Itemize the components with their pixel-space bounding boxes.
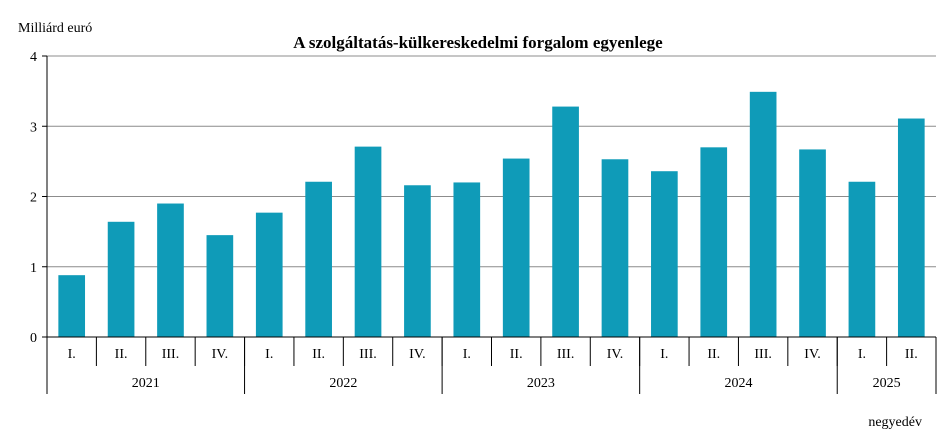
- bar: [157, 203, 184, 337]
- y-tick-label: 2: [30, 191, 37, 206]
- bars: [58, 91, 925, 338]
- x-category-label: I.: [265, 347, 273, 362]
- x-group-label: 2025: [873, 376, 901, 391]
- bar: [305, 181, 332, 337]
- bar: [107, 221, 135, 337]
- bar: [502, 158, 530, 337]
- x-category-label: II.: [707, 347, 720, 362]
- x-category-label: II.: [905, 347, 918, 362]
- x-group-label: 2021: [132, 376, 160, 391]
- x-category-label: II.: [510, 347, 523, 362]
- bar: [255, 212, 283, 337]
- x-category-label: IV.: [212, 347, 228, 362]
- bar: [453, 182, 481, 337]
- bar: [552, 106, 579, 337]
- bar: [651, 171, 678, 337]
- bar: [206, 235, 234, 337]
- axes: [42, 55, 937, 394]
- x-category-label: I.: [660, 347, 668, 362]
- bar: [897, 118, 925, 338]
- y-tick-label: 1: [30, 261, 37, 276]
- bar: [354, 146, 382, 337]
- x-category-label: I.: [463, 347, 471, 362]
- x-category-label: III.: [557, 347, 575, 362]
- y-tick-label: 3: [30, 120, 37, 135]
- x-category-label: IV.: [804, 347, 820, 362]
- y-tick-label: 4: [30, 50, 37, 65]
- y-axis-title: Milliárd euró: [18, 21, 92, 36]
- bar: [58, 275, 86, 337]
- x-category-label: III.: [359, 347, 377, 362]
- axis-labels: 0 1 2 3 4 I. II. III. IV. I. II. III. IV. I. II. III. IV…: [30, 50, 918, 391]
- x-group-label: 2022: [329, 376, 357, 391]
- gridlines: [47, 55, 936, 268]
- x-category-label: IV.: [409, 347, 425, 362]
- x-group-label: 2024: [724, 376, 752, 391]
- x-axis-title: negyedév: [868, 415, 922, 430]
- x-category-label: III.: [754, 347, 772, 362]
- x-category-label: I.: [68, 347, 76, 362]
- x-category-label: I.: [858, 347, 866, 362]
- bar: [404, 185, 431, 337]
- bar: [700, 147, 728, 337]
- x-category-label: III.: [162, 347, 180, 362]
- x-category-label: II.: [312, 347, 325, 362]
- bar: [601, 159, 629, 337]
- bar: [848, 181, 876, 337]
- chart-title: A szolgáltatás-külkereskedelmi forgalom …: [293, 33, 663, 52]
- bar: [749, 91, 777, 337]
- x-category-label: IV.: [607, 347, 623, 362]
- bar: [799, 149, 826, 337]
- y-tick-label: 0: [30, 331, 37, 346]
- x-group-label: 2023: [527, 376, 555, 391]
- x-category-label: II.: [115, 347, 128, 362]
